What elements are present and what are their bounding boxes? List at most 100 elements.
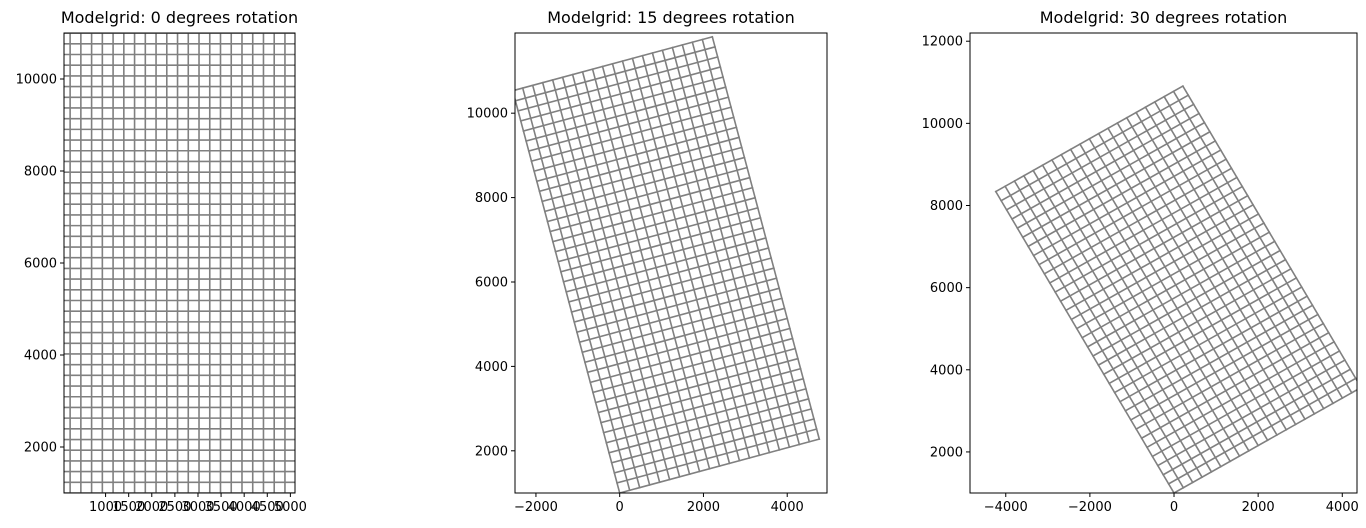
grid-column-line [1069,148,1250,452]
x-tick-label: 3500 [205,500,238,515]
y-tick-label: 10000 [16,73,57,88]
x-tick-label: 2000 [135,500,168,515]
grid-row-line [533,116,735,173]
grid-row-line [599,367,802,424]
grid-row-line [605,387,807,444]
grid-row-line [610,407,813,464]
x-tick-label: −4000 [984,500,1028,515]
grid-row-line [1102,267,1292,376]
grid-column-line [1013,179,1194,484]
grid-column-line [1106,127,1288,431]
grid-row-line [573,267,775,324]
y-tick-label: 4000 [475,360,508,375]
grid-row-line [586,317,789,374]
grid-row-line [565,236,767,293]
grid-row-line [994,85,1184,193]
grid-column-line [1078,143,1260,447]
grid-row-line [549,176,751,233]
subplot-0: 1000150020002500300035004000450050002000… [16,8,307,515]
grid-row-line [1097,258,1287,367]
grid-column-line [1050,158,1232,463]
grid-row-line [583,307,786,364]
grid-row-line [1070,212,1260,321]
x-tick-label: 5000 [274,500,307,515]
grid-row-line [1172,388,1357,493]
grid-column-line [994,190,1175,493]
grid-row-line [570,257,773,313]
axes-frame [63,32,296,494]
chart-title: Modelgrid: 30 degrees rotation [1040,8,1288,27]
grid-row-line [1162,368,1352,476]
y-tick-label: 8000 [24,165,57,180]
grid-row-line [1075,222,1265,330]
grid-row-line [515,45,716,102]
grid-row-line [559,216,762,273]
grid-row-line [1000,94,1190,202]
grid-row-line [515,35,714,91]
grid-row-line [1037,158,1228,266]
grid-row-line [594,347,797,404]
grid-row-line [1059,194,1249,303]
grid-row-line [554,196,757,253]
y-tick-label: 6000 [930,281,963,296]
grid-lines [994,85,1357,493]
grid-column-line [1060,153,1241,458]
y-tick-label: 4000 [24,349,57,364]
grid-row-line [1135,322,1325,431]
grid-row-line [591,337,794,394]
x-tick-label: 2000 [1242,500,1275,515]
grid-row-line [567,247,770,303]
grid-column-line [1004,185,1185,489]
grid-row-line [551,186,754,243]
grid-column-line [1022,174,1204,479]
x-tick-label: 4500 [251,500,284,515]
x-tick-label: 2000 [687,500,720,515]
grid-row-line [575,277,778,334]
grid-row-line [1005,103,1195,211]
grid-row-line [527,96,730,153]
x-tick-label: 0 [1170,500,1178,515]
grid-row-line [538,136,741,193]
grid-row-line [530,106,733,163]
axes-frame [514,32,828,494]
grid-row-line [543,156,746,213]
grid-row-line [1129,313,1319,422]
grid-column-line [1097,132,1279,437]
grid-row-line [562,226,765,283]
subplot-2: −4000 −2000 0 2000 4000 2000 4000 6000 8000 10000… [922,8,1359,515]
x-tick-label: 4000 [771,500,804,515]
x-tick-label: 3000 [181,500,214,515]
grid-row-line [581,297,783,354]
grid-row-line [519,66,722,122]
grid-row-line [1118,295,1309,403]
x-tick-label: 1500 [112,500,145,515]
x-tick-label: −2000 [514,500,558,515]
grid-row-line [1145,340,1336,449]
grid-column-line [1181,85,1357,383]
grid-lines [64,33,295,493]
grid-row-line [1043,167,1233,275]
y-tick-label: 8000 [930,199,963,214]
grid-row-line [613,418,815,474]
grid-row-line [597,357,799,414]
grid-row-line [535,126,738,183]
grid-column-line [1135,111,1316,415]
grid-row-line [578,287,781,344]
grid-row-line [1156,359,1347,467]
y-tick-label: 2000 [475,444,508,459]
grid-lines [515,35,821,493]
grid-row-line [1151,349,1341,458]
x-tick-label: 4000 [228,500,261,515]
grid-row-line [1081,231,1271,339]
grid-row-line [1064,203,1255,312]
grid-row-line [1010,112,1201,221]
grid-row-line [616,428,818,484]
y-tick-label: 12000 [922,35,963,50]
grid-row-line [517,55,719,112]
grid-column-line [1088,137,1269,442]
y-tick-label: 6000 [24,257,57,272]
x-tick-label: 4000 [1326,500,1359,515]
grid-row-line [1054,185,1244,294]
x-tick-label: 0 [616,500,624,515]
